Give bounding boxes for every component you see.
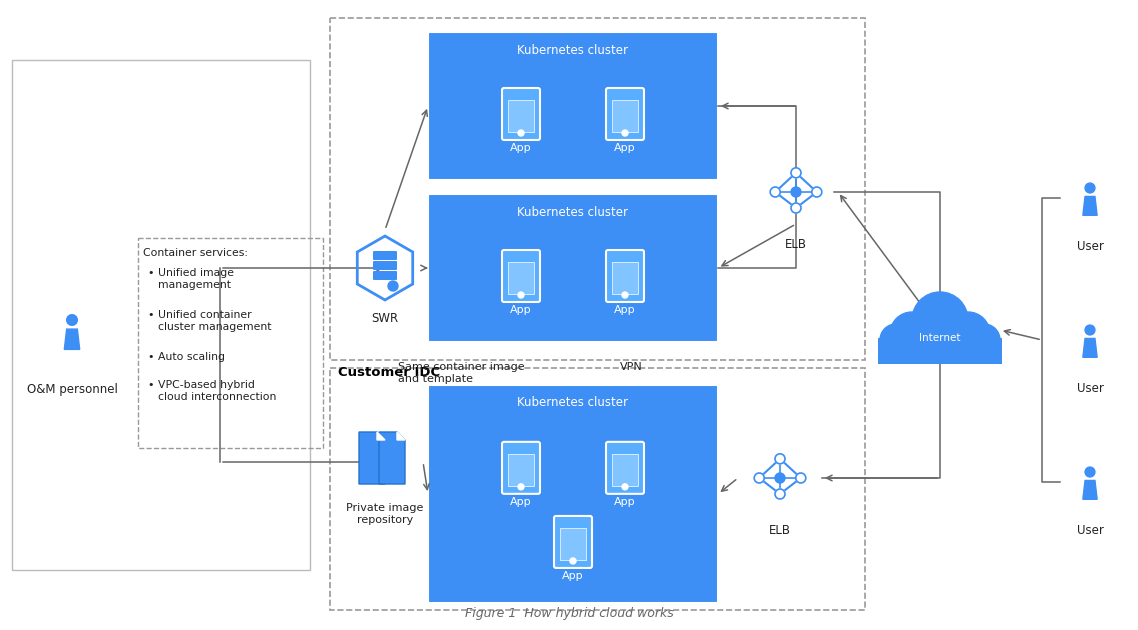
Text: Private image
repository: Private image repository [346,503,423,525]
Polygon shape [377,432,385,440]
Polygon shape [1083,197,1097,215]
FancyBboxPatch shape [428,32,718,180]
Circle shape [754,473,765,483]
FancyBboxPatch shape [612,454,638,486]
FancyBboxPatch shape [508,262,534,294]
FancyBboxPatch shape [502,250,541,302]
Circle shape [906,320,946,360]
FancyBboxPatch shape [502,88,541,140]
Text: Unified image
management: Unified image management [158,268,234,290]
Circle shape [1085,183,1095,193]
Circle shape [775,473,785,483]
Text: ELB: ELB [785,238,807,251]
Text: VPC-based hybrid
cloud interconnection: VPC-based hybrid cloud interconnection [158,380,277,401]
FancyBboxPatch shape [508,100,534,132]
Text: Auto scaling: Auto scaling [158,352,225,362]
Text: App: App [510,143,531,153]
FancyBboxPatch shape [612,262,638,294]
Text: User: User [1077,382,1104,394]
Circle shape [518,292,523,298]
Circle shape [811,187,822,197]
Circle shape [622,292,628,298]
FancyBboxPatch shape [612,100,638,132]
Text: App: App [510,305,531,315]
FancyBboxPatch shape [560,528,586,560]
FancyBboxPatch shape [373,271,397,280]
Text: App: App [562,571,584,581]
Text: App: App [510,497,531,507]
Text: •: • [147,380,154,390]
Circle shape [880,324,912,356]
Circle shape [622,484,628,490]
Circle shape [946,312,990,356]
Text: Kubernetes cluster: Kubernetes cluster [518,396,628,410]
FancyBboxPatch shape [373,261,397,270]
Circle shape [968,324,1000,356]
Circle shape [1085,325,1095,335]
FancyBboxPatch shape [502,442,541,494]
Text: VPN: VPN [620,362,643,372]
Circle shape [622,130,628,136]
Polygon shape [65,329,80,350]
Circle shape [791,187,801,197]
Text: •: • [147,268,154,278]
Text: Container services:: Container services: [143,248,248,258]
Polygon shape [1083,338,1097,357]
Text: Unified container
cluster management: Unified container cluster management [158,310,272,331]
Circle shape [795,473,806,483]
Text: •: • [147,352,154,362]
Circle shape [775,454,785,464]
Polygon shape [1083,481,1097,500]
Circle shape [791,203,801,213]
Circle shape [934,320,974,360]
FancyBboxPatch shape [607,442,644,494]
FancyBboxPatch shape [554,516,592,568]
Text: Same container image
and template: Same container image and template [398,362,525,384]
Text: O&M personnel: O&M personnel [26,384,117,396]
Polygon shape [397,432,405,440]
Text: Figure 1  How hybrid cloud works: Figure 1 How hybrid cloud works [464,607,674,620]
Text: App: App [615,497,636,507]
FancyBboxPatch shape [428,385,718,603]
Text: User: User [1077,239,1104,253]
FancyBboxPatch shape [879,338,1001,364]
Circle shape [518,130,523,136]
Text: User: User [1077,524,1104,537]
FancyBboxPatch shape [607,88,644,140]
Polygon shape [379,432,405,484]
Circle shape [1085,467,1095,477]
Polygon shape [358,432,385,484]
Circle shape [770,187,781,197]
Circle shape [388,281,398,291]
FancyBboxPatch shape [373,251,397,260]
Text: Customer IDC: Customer IDC [338,365,440,379]
Circle shape [518,484,523,490]
Circle shape [912,292,968,348]
Text: •: • [147,310,154,320]
Circle shape [791,168,801,178]
Circle shape [890,312,934,356]
Text: Kubernetes cluster: Kubernetes cluster [518,205,628,219]
Text: Internet: Internet [920,333,960,343]
FancyBboxPatch shape [508,454,534,486]
Circle shape [775,489,785,499]
Circle shape [570,558,576,564]
Text: SWR: SWR [371,311,398,324]
Text: App: App [615,305,636,315]
Text: App: App [615,143,636,153]
FancyBboxPatch shape [607,250,644,302]
Text: ELB: ELB [769,524,791,537]
FancyBboxPatch shape [428,194,718,342]
Circle shape [67,314,77,325]
Text: Kubernetes cluster: Kubernetes cluster [518,43,628,57]
